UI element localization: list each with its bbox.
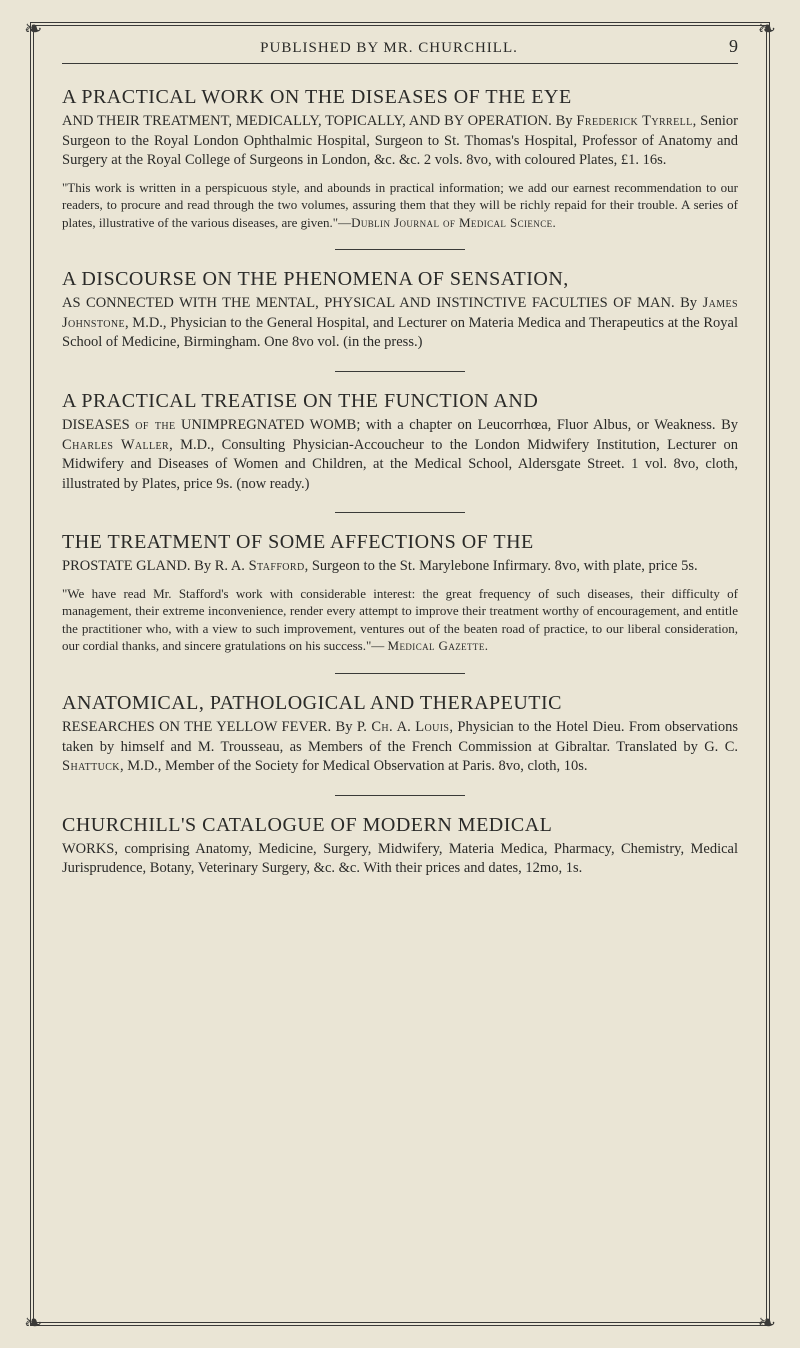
author-name: Frederick Tyrrell xyxy=(576,113,692,129)
separator-rule xyxy=(335,371,465,372)
page-header: PUBLISHED BY MR. CHURCHILL. 9 xyxy=(62,36,738,64)
separator-rule xyxy=(335,673,465,674)
header-title: PUBLISHED BY MR. CHURCHILL. xyxy=(62,40,716,57)
heading-text: A PRACTICAL WORK ON THE DISEASES OF THE … xyxy=(62,86,572,108)
body-pre: RESEARCHES ON THE YELLOW FEVER. By P. xyxy=(62,719,371,735)
heading-text: THE TREATMENT OF SOME AFFECTIONS OF THE xyxy=(62,531,534,553)
body-pre: WORKS, comprising Anatomy, Medicine, Sur… xyxy=(62,841,738,877)
body-post: , M.D., Member of the Society for Medica… xyxy=(120,758,588,774)
heading-text: A PRACTICAL TREATISE ON THE FUNCTION AND xyxy=(62,390,538,412)
quote-source: Medical Gazette. xyxy=(388,638,489,653)
page-number: 9 xyxy=(716,36,738,57)
entry-heading: THE TREATMENT OF SOME AFFECTIONS OF THE xyxy=(62,529,738,555)
separator-rule xyxy=(335,249,465,250)
smallcaps-run: Louis xyxy=(415,719,449,735)
separator-rule xyxy=(335,795,465,796)
catalogue-entry: A DISCOURSE ON THE PHENOMENA OF SENSATIO… xyxy=(62,266,738,353)
body-mid: A. xyxy=(393,719,415,735)
body-post: , Surgeon to the St. Marylebone Infirmar… xyxy=(305,558,698,574)
entry-heading: A DISCOURSE ON THE PHENOMENA OF SENSATIO… xyxy=(62,266,738,292)
author-name: Stafford xyxy=(249,558,305,574)
heading-text: A DISCOURSE ON THE PHENOMENA OF SENSATIO… xyxy=(62,268,569,290)
author-name: Shattuck xyxy=(62,758,120,774)
entry-body: DISEASES of the UNIMPREGNATED WOMB; with… xyxy=(62,416,738,494)
smallcaps-run: Ch. xyxy=(371,719,393,735)
entry-heading: CHURCHILL'S CATALOGUE OF MODERN MEDICAL xyxy=(62,812,738,838)
review-quote: "This work is written in a perspicuous s… xyxy=(62,179,738,232)
catalogue-entry: ANATOMICAL, PATHOLOGICAL AND THERAPEUTIC… xyxy=(62,690,738,777)
quote-source: Dublin Journal of Medical Science. xyxy=(351,215,556,230)
review-quote: "We have read Mr. Stafford's work with c… xyxy=(62,585,738,655)
catalogue-entry: THE TREATMENT OF SOME AFFECTIONS OF THE … xyxy=(62,529,738,655)
body-pre: AS CONNECTED WITH THE MENTAL, PHYSICAL A… xyxy=(62,295,703,311)
page-outer-frame: PUBLISHED BY MR. CHURCHILL. 9 A PRACTICA… xyxy=(30,22,770,1326)
separator-rule xyxy=(335,512,465,513)
page-inner-frame: PUBLISHED BY MR. CHURCHILL. 9 A PRACTICA… xyxy=(33,25,767,1323)
heading-text: ANATOMICAL, PATHOLOGICAL AND THERAPEUTIC xyxy=(62,692,562,714)
heading-text: CHURCHILL'S CATALOGUE OF MODERN MEDICAL xyxy=(62,814,552,836)
entry-heading: A PRACTICAL TREATISE ON THE FUNCTION AND xyxy=(62,388,738,414)
entry-body: RESEARCHES ON THE YELLOW FEVER. By P. Ch… xyxy=(62,718,738,777)
catalogue-entry: A PRACTICAL WORK ON THE DISEASES OF THE … xyxy=(62,84,738,231)
catalogue-entry: A PRACTICAL TREATISE ON THE FUNCTION AND… xyxy=(62,388,738,494)
body-mid: UNIMPREGNATED WOMB; with a chapter on Le… xyxy=(175,417,738,433)
entry-body: AND THEIR TREATMENT, MEDICALLY, TOPICALL… xyxy=(62,112,738,171)
body-post: , M.D., Physician to the General Hospita… xyxy=(62,315,738,351)
entry-body: WORKS, comprising Anatomy, Medicine, Sur… xyxy=(62,840,738,879)
body-pre: DISEASES xyxy=(62,417,135,433)
body-pre: AND THEIR TREATMENT, MEDICALLY, TOPICALL… xyxy=(62,113,576,129)
catalogue-entry: CHURCHILL'S CATALOGUE OF MODERN MEDICAL … xyxy=(62,812,738,879)
smallcaps-run: of the xyxy=(135,417,175,433)
entry-body: AS CONNECTED WITH THE MENTAL, PHYSICAL A… xyxy=(62,294,738,353)
author-name: Charles Waller xyxy=(62,437,169,453)
body-pre: PROSTATE GLAND. By R. A. xyxy=(62,558,249,574)
entry-body: PROSTATE GLAND. By R. A. Stafford, Surge… xyxy=(62,557,738,577)
entry-heading: A PRACTICAL WORK ON THE DISEASES OF THE … xyxy=(62,84,738,110)
entry-heading: ANATOMICAL, PATHOLOGICAL AND THERAPEUTIC xyxy=(62,690,738,716)
